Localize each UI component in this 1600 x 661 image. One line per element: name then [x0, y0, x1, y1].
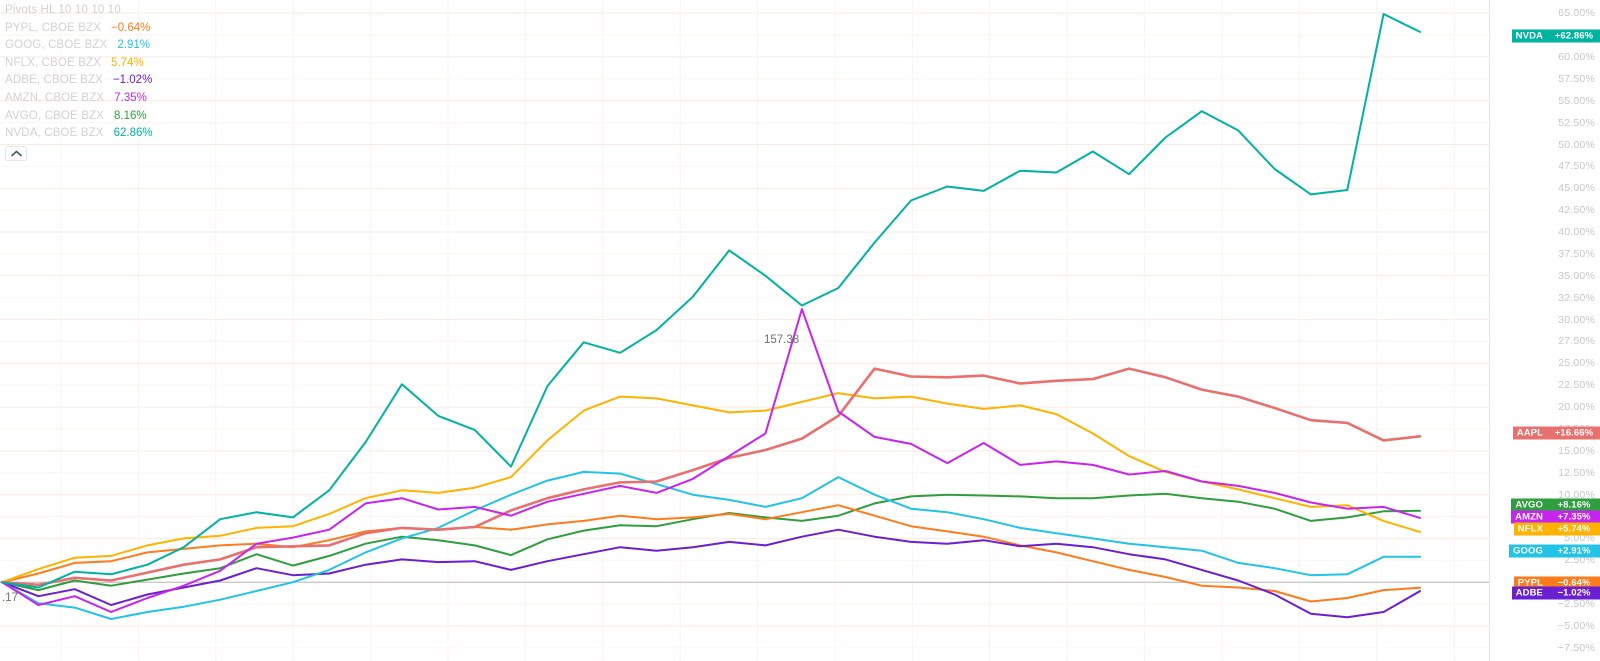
price-badge-value: +2.91%: [1547, 544, 1600, 558]
price-badge-value: +62.86%: [1547, 29, 1600, 43]
price-badge-ticker: NFLX: [1513, 522, 1547, 536]
price-scale-tick: 12.50%: [1558, 466, 1595, 479]
chart-canvas: [0, 0, 1489, 661]
price-badge-amzn[interactable]: AMZN +7.35%: [1511, 510, 1600, 524]
price-scale-tick: 52.50%: [1558, 116, 1595, 129]
price-badge-ticker: AMZN: [1511, 510, 1547, 524]
peak-data-label: 157.38: [764, 334, 800, 346]
series-legend: Pivots HL 10 10 10 10 PYPL, CBOE BZX −0.6…: [5, 2, 335, 161]
legend-row-amzn[interactable]: AMZN, CBOE BZX 7.35%: [5, 90, 335, 108]
series-line-pypl[interactable]: [1, 504, 1421, 603]
price-badge-value: +7.35%: [1547, 510, 1600, 524]
legend-symbol-label: NFLX, CBOE BZX: [5, 56, 102, 69]
price-scale-tick: 37.50%: [1558, 247, 1595, 260]
legend-row-nvda[interactable]: NVDA, CBOE BZX 62.86%: [5, 125, 335, 143]
price-badge-value: +8.16%: [1547, 498, 1600, 512]
price-badge-value: +16.66%: [1547, 426, 1600, 440]
price-badge-ticker: NVDA: [1511, 29, 1547, 43]
price-scale-tick: 30.00%: [1558, 313, 1595, 326]
price-scale-tick: 20.00%: [1558, 401, 1595, 414]
price-scale-tick: −7.50%: [1557, 641, 1595, 654]
legend-symbol-change: 8.16%: [114, 109, 147, 122]
price-scale-tick: 50.00%: [1558, 138, 1595, 151]
price-badge-pypl[interactable]: PYPL −0.64%: [1513, 576, 1600, 590]
price-badge-value: −0.64%: [1547, 576, 1600, 590]
legend-symbol-label: NVDA, CBOE BZX: [5, 127, 104, 140]
series-line-avgo[interactable]: [1, 492, 1421, 592]
legend-symbol-label: AVGO, CBOE BZX: [5, 109, 105, 122]
legend-symbol-change: 2.91%: [117, 39, 151, 52]
price-scale-tick: 47.50%: [1558, 160, 1595, 173]
series-line-amzn[interactable]: [1, 308, 1421, 613]
series-line-nflx[interactable]: [1, 392, 1421, 584]
chart-plot-area[interactable]: 157.38 .17: [0, 0, 1489, 661]
legend-symbol-label: ADBE, CBOE BZX: [5, 74, 103, 87]
price-scale[interactable]: 65.00% 60.00% 57.50% 55.00% 52.50% 50.00% 47.5…: [1489, 0, 1600, 661]
legend-row-goog[interactable]: GOOG, CBOE BZX 2.91%: [5, 37, 335, 55]
legend-symbol-change: 7.35%: [114, 91, 147, 104]
price-scale-tick: 27.50%: [1558, 335, 1595, 348]
price-scale-tick: −5.00%: [1557, 620, 1595, 632]
price-scale-tick: 40.00%: [1558, 226, 1595, 238]
series-line-goog[interactable]: [1, 470, 1421, 620]
origin-data-label: .17: [2, 592, 18, 604]
horizontal-gridlines: [0, 12, 1489, 649]
price-badge-nvda[interactable]: NVDA +62.86%: [1511, 29, 1600, 43]
price-scale-tick: 22.50%: [1558, 379, 1595, 392]
price-badge-nflx[interactable]: NFLX +5.74%: [1513, 522, 1600, 536]
price-scale-tick: −2.50%: [1557, 598, 1595, 611]
legend-symbol-change: 5.74%: [111, 56, 144, 69]
price-badge-value: +5.74%: [1547, 522, 1600, 536]
legend-indicator-title: Pivots HL 10 10 10 10: [5, 4, 121, 16]
price-badge-ticker: AAPL: [1512, 426, 1547, 440]
price-badge-ticker: PYPL: [1513, 576, 1547, 590]
price-scale-tick: 42.50%: [1558, 204, 1595, 217]
legend-row-pypl[interactable]: PYPL, CBOE BZX −0.64%: [5, 20, 335, 38]
legend-row-nflx[interactable]: NFLX, CBOE BZX 5.74%: [5, 55, 335, 73]
price-badge-ticker: AVGO: [1511, 498, 1547, 512]
price-scale-tick: 15.00%: [1558, 444, 1595, 457]
price-scale-tick: 55.00%: [1558, 94, 1595, 107]
price-scale-tick: 65.00%: [1558, 7, 1595, 20]
price-scale-tick: 60.00%: [1558, 50, 1595, 63]
legend-symbol-label: GOOG, CBOE BZX: [5, 39, 108, 52]
collapse-legend-button[interactable]: [5, 145, 27, 161]
legend-symbol-change: −1.02%: [112, 74, 153, 87]
price-scale-tick: 45.00%: [1558, 182, 1595, 195]
price-badge-adbe[interactable]: ADBE −1.02%: [1511, 586, 1600, 600]
legend-row-adbe[interactable]: ADBE, CBOE BZX −1.02%: [5, 72, 335, 90]
legend-rows: PYPL, CBOE BZX −0.64% GOOG, CBOE BZX 2.91% N…: [5, 20, 335, 143]
series-line-nvda[interactable]: [1, 13, 1421, 589]
price-badge-ticker: GOOG: [1509, 544, 1547, 558]
price-scale-tick: 25.00%: [1558, 357, 1595, 370]
price-scale-tick: 10.00%: [1558, 488, 1595, 501]
chevron-up-icon: [10, 150, 22, 157]
series-lines: [0, 13, 1422, 620]
series-line-adbe[interactable]: [1, 528, 1421, 619]
price-scale-tick: 57.50%: [1558, 72, 1595, 85]
price-scale-tick: 35.00%: [1558, 269, 1595, 282]
price-badge-avgo[interactable]: AVGO +8.16%: [1511, 498, 1600, 512]
series-line-aapl[interactable]: [0, 367, 1422, 587]
legend-symbol-change: 62.86%: [113, 127, 153, 140]
legend-symbol-label: AMZN, CBOE BZX: [5, 91, 105, 104]
price-badge-ticker: ADBE: [1511, 586, 1547, 600]
legend-symbol-label: PYPL, CBOE BZX: [5, 21, 102, 34]
price-badge-value: −1.02%: [1547, 586, 1600, 600]
price-scale-tick: 32.50%: [1558, 291, 1595, 304]
price-badge-goog[interactable]: GOOG +2.91%: [1509, 544, 1600, 558]
legend-row-avgo[interactable]: AVGO, CBOE BZX 8.16%: [5, 108, 335, 126]
price-badge-aapl[interactable]: AAPL +16.66%: [1512, 426, 1600, 440]
legend-symbol-change: −0.64%: [111, 21, 151, 34]
